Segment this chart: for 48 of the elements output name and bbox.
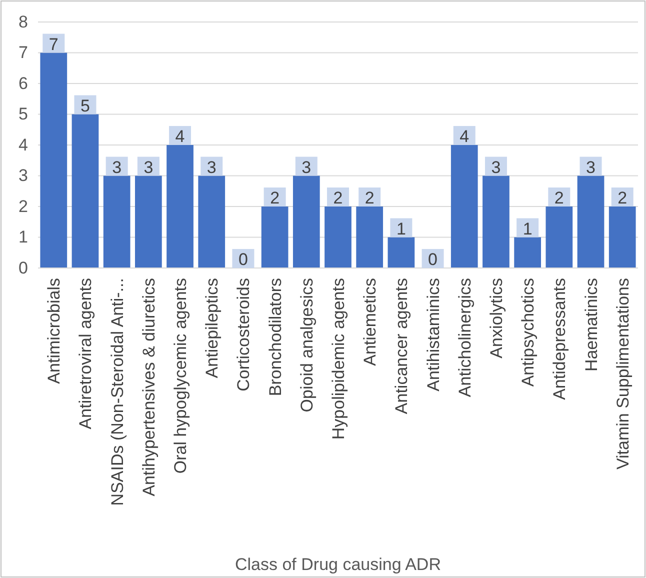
data-label: 2 (554, 188, 564, 208)
data-label: 1 (522, 219, 532, 238)
x-tick-label: Haematinics (582, 278, 601, 372)
x-tick-label: Anticholinergics (455, 278, 474, 398)
x-tick-label: Vitamin Supplimentations (613, 278, 632, 470)
x-tick-label: Opioid analgesics (297, 278, 316, 412)
x-tick-label: Anticancer agents (392, 278, 412, 414)
y-tick-label: 5 (18, 104, 28, 124)
data-label: 5 (80, 96, 90, 116)
y-tick-label: 7 (18, 43, 28, 62)
data-label: 4 (460, 127, 470, 146)
y-tick-label: 2 (18, 196, 28, 216)
data-label: 0 (428, 250, 438, 269)
x-tick-label: Anxiolytics (486, 278, 506, 358)
data-label: 3 (302, 158, 312, 177)
y-tick-label: 4 (18, 135, 28, 154)
y-tick-label: 0 (18, 258, 28, 278)
x-tick-label: Oral hypoglycemic agents (171, 278, 190, 474)
x-tick-label: Bronchodilators (266, 278, 285, 396)
data-label: 3 (206, 158, 216, 177)
x-tick-label: Antidepressants (550, 278, 570, 400)
data-label: 3 (491, 158, 501, 177)
data-label: 3 (112, 158, 122, 177)
data-label: 4 (175, 127, 185, 146)
data-label: 2 (618, 188, 628, 208)
y-tick-label: 3 (18, 166, 28, 186)
x-tick-label: Antiretroviral agents (76, 278, 96, 430)
y-tick-label: 8 (18, 12, 28, 32)
y-tick-label: 6 (18, 74, 28, 93)
x-tick-label: Antihistaminics (424, 278, 443, 392)
x-tick-label: Corticosteroids (234, 278, 254, 392)
data-label: 3 (144, 158, 154, 177)
y-tick-label: 1 (18, 228, 28, 247)
data-label: 2 (364, 188, 374, 208)
data-label: 2 (270, 188, 280, 208)
x-tick-label: Antimicrobials (44, 278, 64, 384)
x-tick-label: NSAIDs (Non-Steroidal Anti-... (108, 278, 127, 506)
data-label: 2 (333, 188, 343, 208)
x-tick-label: Hypolipidemic agents (329, 278, 348, 440)
x-tick-label: Antiemetics (360, 278, 380, 366)
x-tick-label: Antiepileptics (202, 278, 222, 378)
data-label: 0 (238, 250, 248, 269)
x-axis-title: Class of Drug causing ADR (235, 555, 441, 574)
data-label: 7 (48, 34, 58, 54)
x-tick-label: Antipsychotics (518, 278, 538, 387)
data-label: 3 (586, 158, 596, 177)
x-tick-label: Antihypertensives & diuretics (139, 278, 158, 496)
data-label: 1 (396, 219, 406, 238)
